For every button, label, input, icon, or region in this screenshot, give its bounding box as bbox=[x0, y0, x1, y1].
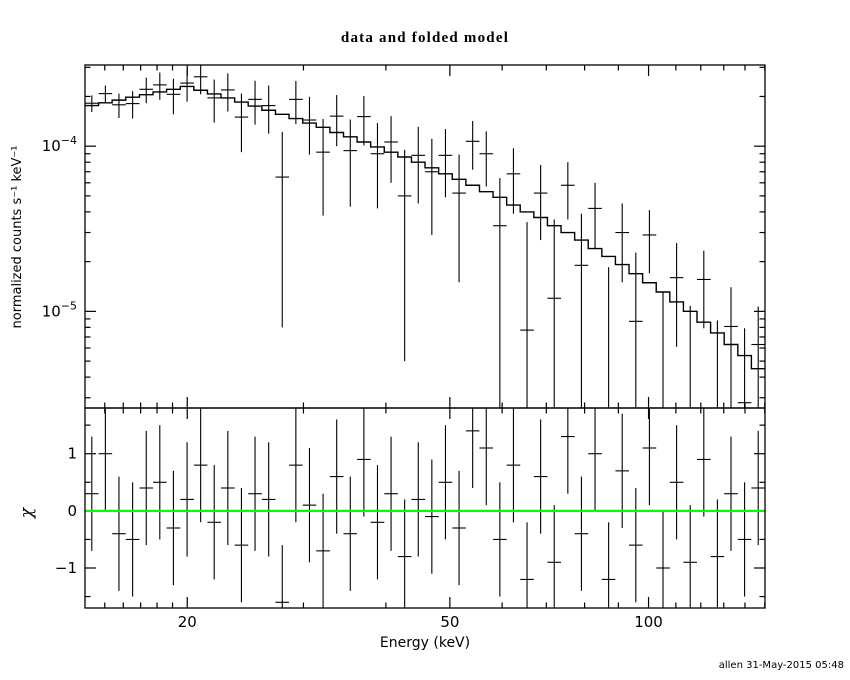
chi-tick-label: 1 bbox=[67, 445, 77, 463]
bottom-panel bbox=[85, 408, 765, 608]
chi-tick-label: −1 bbox=[55, 559, 77, 577]
x-axis-label: Energy (keV) bbox=[380, 635, 470, 651]
timestamp-label: allen 31-May-2015 05:48 bbox=[719, 660, 844, 671]
plot-title: data and folded model bbox=[341, 30, 509, 46]
chi-tick-label: 0 bbox=[67, 502, 77, 520]
x-tick-label: 100 bbox=[634, 613, 663, 631]
chi-axis-label: χ bbox=[17, 506, 37, 519]
top-panel bbox=[85, 65, 765, 408]
y-axis-label: normalized counts s⁻¹ keV⁻¹ bbox=[10, 146, 25, 329]
axis-ticks: 20 50 100 10−5 10−4 −1 0 1 bbox=[42, 65, 766, 631]
y-tick-label: 10−5 bbox=[42, 299, 77, 320]
x-tick-label: 50 bbox=[440, 613, 459, 631]
bottom-panel-frame bbox=[84, 407, 766, 609]
panel-frames bbox=[84, 64, 766, 609]
y-tick-label: 10−4 bbox=[42, 134, 77, 155]
x-tick-label: 20 bbox=[178, 613, 197, 631]
